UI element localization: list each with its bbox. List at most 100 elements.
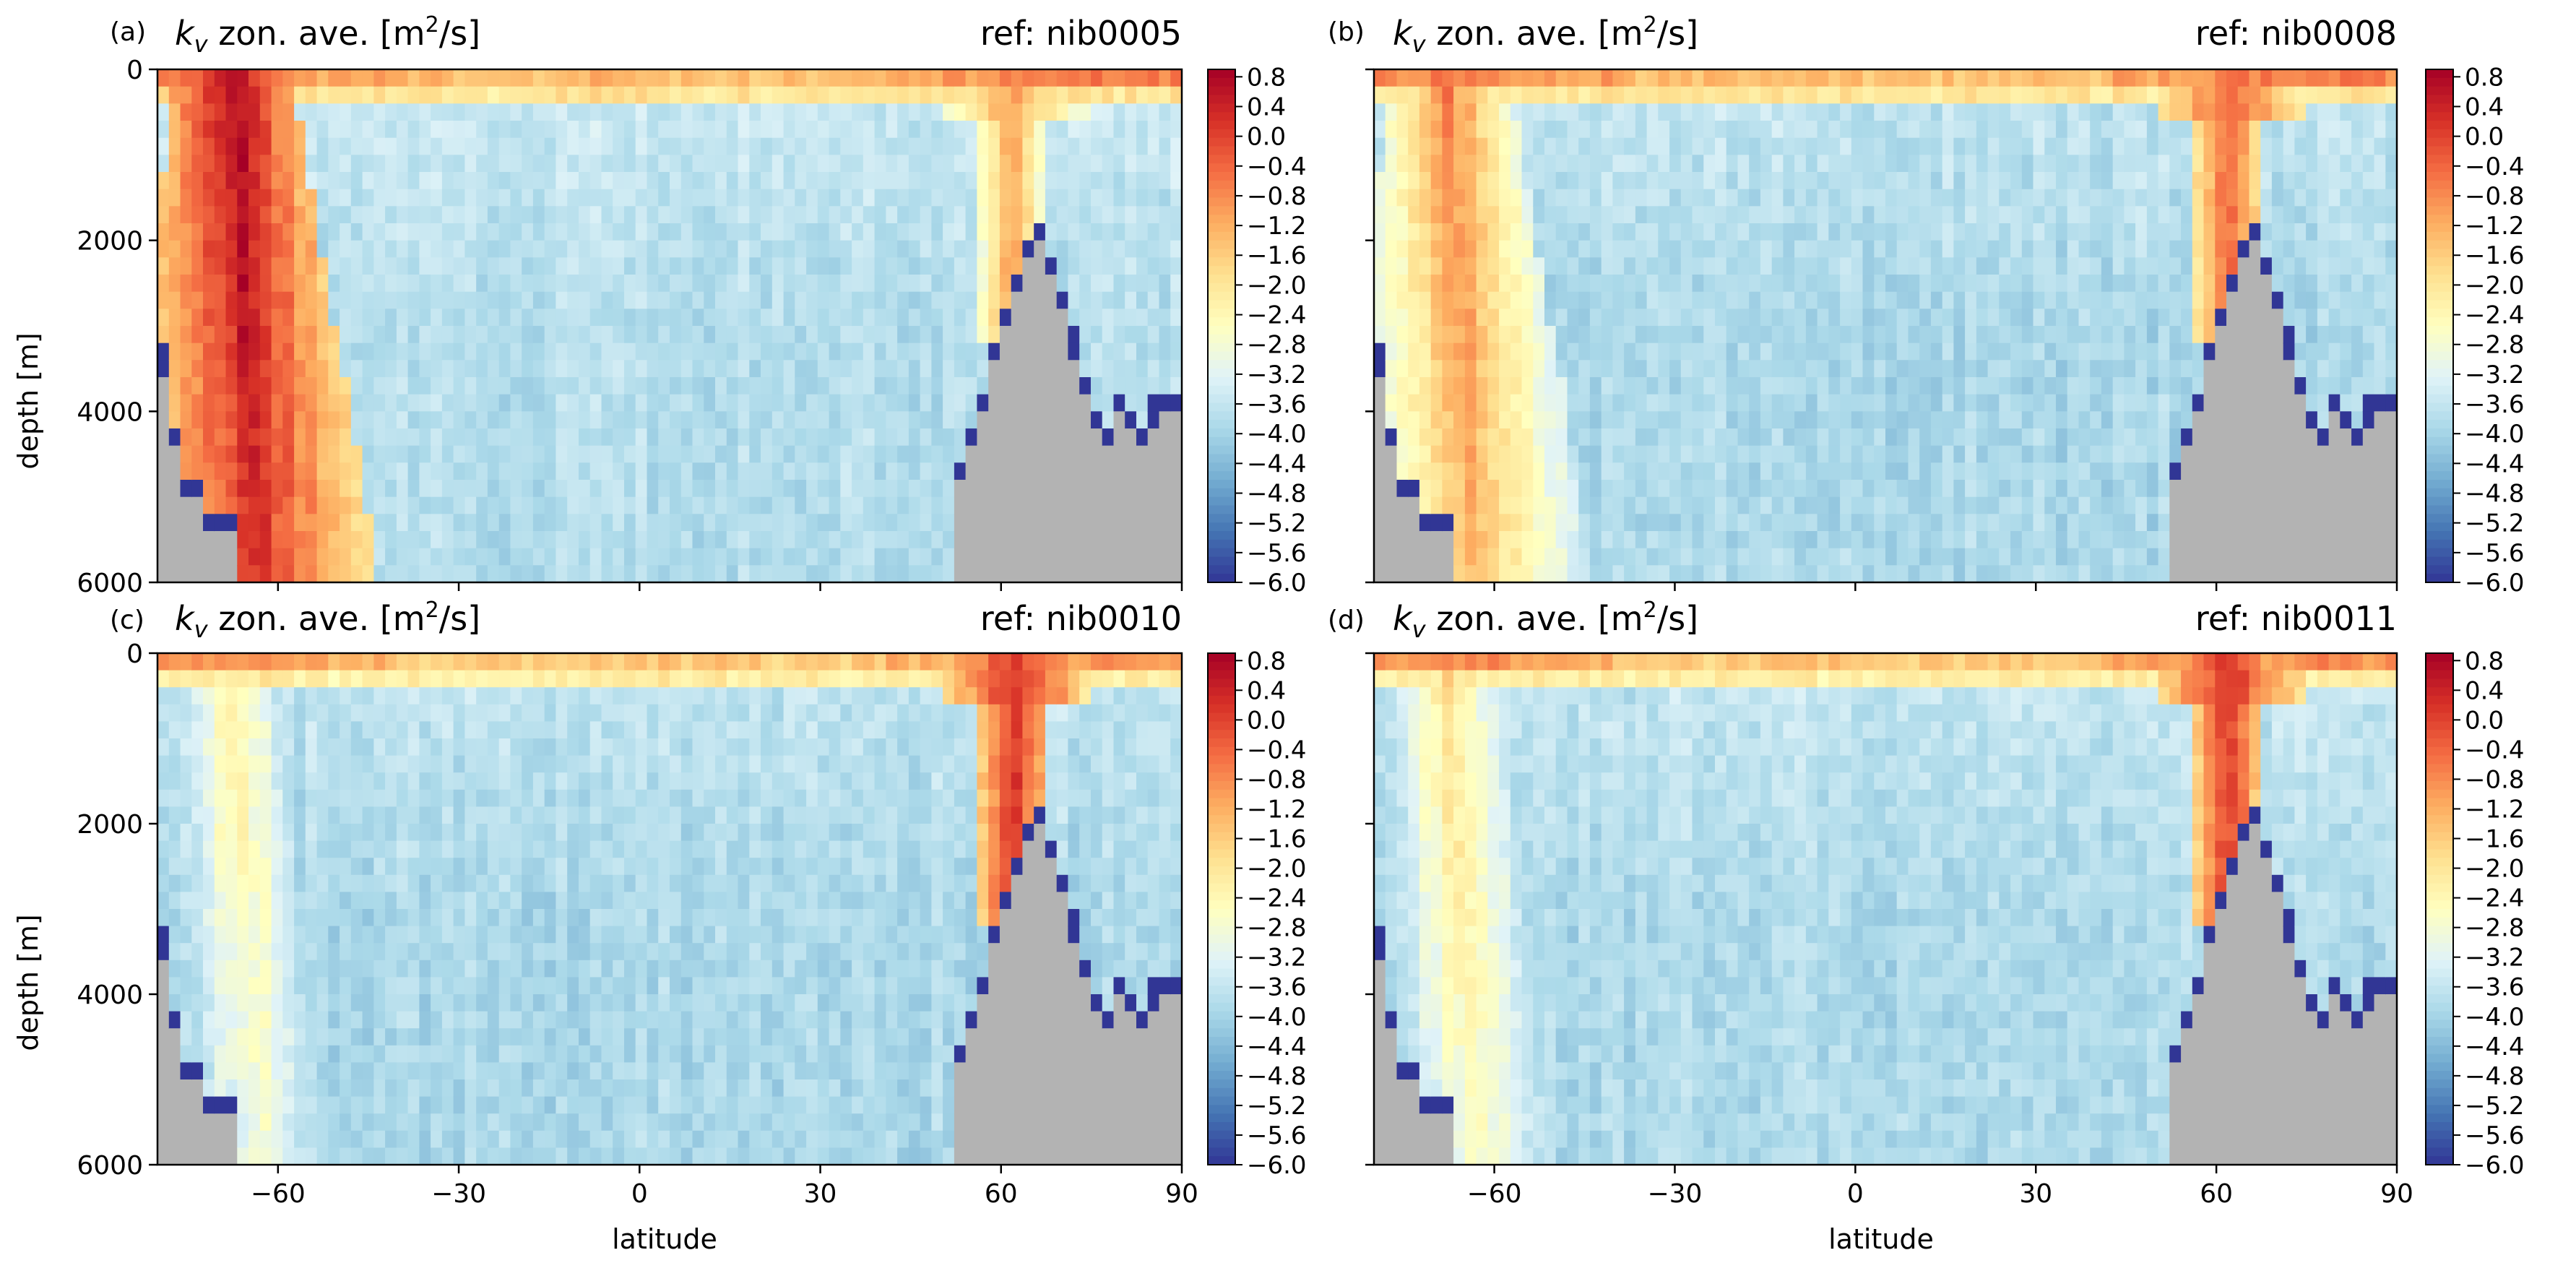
heatmap-cell	[1840, 189, 1852, 207]
heatmap-cell	[1953, 394, 1966, 413]
heatmap-cell	[1487, 86, 1500, 105]
heatmap-cell	[2044, 155, 2057, 173]
heatmap-cell	[589, 206, 602, 224]
heatmap-cell	[385, 428, 397, 447]
heatmap-cell	[1147, 223, 1160, 241]
heatmap-cell	[1987, 548, 2000, 566]
heatmap-cell	[829, 394, 842, 413]
heatmap-cell	[248, 480, 261, 498]
heatmap-cell	[373, 548, 386, 566]
heatmap-cell	[1828, 86, 1841, 105]
heatmap-cell	[920, 240, 933, 259]
heatmap-cell	[840, 137, 852, 156]
heatmap-cell	[350, 223, 363, 241]
heatmap-cell	[2169, 514, 2182, 532]
heatmap-cell	[1487, 223, 1500, 241]
heatmap-cell	[1760, 257, 1773, 275]
heatmap-cell	[658, 275, 670, 293]
heatmap-cell	[1862, 206, 1875, 224]
heatmap-cell	[1601, 326, 1614, 344]
heatmap-cell	[1783, 121, 1795, 139]
heatmap-cell	[373, 103, 386, 121]
heatmap-cell	[1385, 291, 1398, 310]
heatmap-cell	[487, 240, 500, 259]
heatmap-cell	[2124, 496, 2136, 515]
heatmap-cell	[1510, 342, 1523, 361]
heatmap-cell	[1669, 411, 1682, 429]
heatmap-cell	[1987, 326, 2000, 344]
heatmap-cell	[931, 565, 943, 583]
heatmap-cell	[1385, 275, 1398, 293]
heatmap-cell	[1068, 172, 1080, 190]
heatmap-cell	[1658, 69, 1670, 87]
heatmap-cell	[1476, 155, 1489, 173]
heatmap-cell	[761, 394, 773, 413]
heatmap-cell	[1419, 309, 1432, 327]
heatmap-cell	[385, 531, 397, 549]
heatmap-cell	[1760, 326, 1773, 344]
heatmap-cell	[749, 86, 761, 105]
heatmap-cell	[1396, 394, 1409, 413]
heatmap-cell	[1374, 445, 1386, 464]
heatmap-cell	[373, 291, 386, 310]
heatmap-cell	[2056, 206, 2068, 224]
heatmap-cell	[738, 69, 751, 87]
heatmap-cell	[522, 275, 534, 293]
heatmap-cell	[2135, 257, 2148, 275]
heatmap-cell	[920, 257, 933, 275]
heatmap-cell	[544, 86, 557, 105]
heatmap-cell	[1942, 480, 1955, 498]
heatmap-cell	[1783, 155, 1795, 173]
heatmap-cell	[1805, 531, 1818, 549]
heatmap-cell	[282, 137, 295, 156]
colorbar-swatch	[1208, 522, 1235, 532]
heatmap-cell	[1680, 103, 1693, 121]
heatmap-cell	[2010, 496, 2023, 515]
heatmap-cell	[316, 275, 329, 293]
heatmap-cell	[1464, 531, 1477, 549]
heatmap-cell	[977, 103, 989, 121]
heatmap-cell	[829, 309, 842, 327]
heatmap-cell	[1419, 223, 1432, 241]
heatmap-cell	[203, 240, 215, 259]
heatmap-cell	[237, 189, 249, 207]
heatmap-cell	[1453, 103, 1466, 121]
heatmap-cell	[305, 189, 318, 207]
heatmap-cell	[1783, 462, 1795, 480]
heatmap-cell	[544, 565, 557, 583]
colorbar-swatch	[1208, 231, 1235, 241]
heatmap-cell	[567, 411, 579, 429]
heatmap-cell	[522, 480, 534, 498]
heatmap-cell	[340, 69, 352, 87]
heatmap-cell	[635, 121, 648, 139]
heatmap-cell	[1045, 394, 1058, 413]
heatmap-cell	[271, 240, 284, 259]
heatmap-cell	[2181, 257, 2193, 275]
heatmap-cell	[2033, 240, 2045, 259]
heatmap-cell	[431, 69, 443, 87]
heatmap-cell	[350, 291, 363, 310]
heatmap-cell	[1374, 360, 1386, 378]
heatmap-cell	[635, 548, 648, 566]
heatmap-cell	[1464, 137, 1477, 156]
heatmap-cell	[1476, 377, 1489, 395]
heatmap-cell	[441, 394, 454, 413]
heatmap-cell	[670, 103, 682, 121]
heatmap-cell	[2044, 206, 2057, 224]
heatmap-cell	[1840, 137, 1852, 156]
heatmap-cell	[2192, 326, 2205, 344]
heatmap-cell	[647, 155, 660, 173]
heatmap-cell	[1953, 275, 1966, 293]
heatmap-cell	[1635, 172, 1648, 190]
heatmap-cell	[601, 394, 614, 413]
heatmap-cell	[1442, 462, 1454, 480]
heatmap-cell	[2078, 480, 2091, 498]
heatmap-cell	[749, 223, 761, 241]
heatmap-cell	[931, 309, 943, 327]
heatmap-cell	[2090, 69, 2102, 87]
heatmap-cell	[1499, 342, 1511, 361]
heatmap-cell	[1624, 445, 1636, 464]
heatmap-cell	[1624, 103, 1636, 121]
heatmap-cell	[1896, 86, 1909, 105]
heatmap-cell	[498, 360, 511, 378]
